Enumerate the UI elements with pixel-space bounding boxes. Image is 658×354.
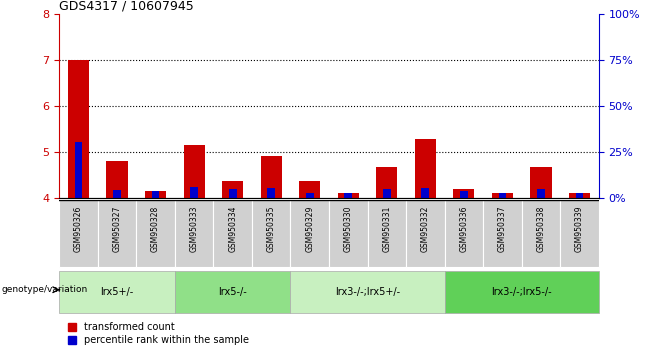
Bar (136, 200, 175, 267)
Bar (344, 193, 352, 198)
Text: GSM950327: GSM950327 (113, 205, 122, 252)
Text: GDS4317 / 10607945: GDS4317 / 10607945 (59, 0, 194, 13)
Bar (190, 187, 198, 198)
Bar (59, 271, 175, 313)
Text: GSM950336: GSM950336 (459, 205, 468, 252)
Text: GSM950332: GSM950332 (421, 205, 430, 252)
Text: GSM950331: GSM950331 (382, 205, 392, 252)
Bar (569, 193, 590, 198)
Bar (383, 189, 391, 198)
Text: GSM950338: GSM950338 (536, 205, 545, 252)
Bar (145, 191, 166, 198)
Bar (175, 271, 290, 313)
Bar (338, 193, 359, 198)
Bar (252, 200, 290, 267)
Bar (522, 200, 560, 267)
Bar (576, 193, 584, 198)
Bar (492, 193, 513, 198)
Bar (213, 200, 252, 267)
Bar (306, 193, 314, 198)
Bar (113, 190, 121, 198)
Bar (460, 191, 468, 198)
Bar (175, 200, 213, 267)
Text: GSM950334: GSM950334 (228, 205, 237, 252)
Bar (290, 271, 445, 313)
Bar (267, 188, 275, 198)
Bar (499, 193, 506, 198)
Bar (74, 142, 82, 198)
Bar (530, 167, 551, 198)
Text: GSM950328: GSM950328 (151, 205, 160, 252)
Bar (537, 189, 545, 198)
Bar (98, 200, 136, 267)
Text: GSM950326: GSM950326 (74, 205, 83, 252)
Bar (368, 200, 406, 267)
Bar (229, 189, 236, 198)
Text: GSM950337: GSM950337 (498, 205, 507, 252)
Bar (329, 200, 368, 267)
Legend: transformed count, percentile rank within the sample: transformed count, percentile rank withi… (64, 319, 253, 349)
Bar (290, 200, 329, 267)
Text: lrx5-/-: lrx5-/- (218, 287, 247, 297)
Bar (152, 191, 159, 198)
Text: GSM950329: GSM950329 (305, 205, 315, 252)
Text: lrx3-/-;lrx5-/-: lrx3-/-;lrx5-/- (492, 287, 552, 297)
Text: GSM950333: GSM950333 (190, 205, 199, 252)
Text: lrx5+/-: lrx5+/- (101, 287, 134, 297)
Bar (445, 200, 483, 267)
Bar (453, 189, 474, 198)
Bar (261, 156, 282, 198)
Bar (560, 200, 599, 267)
Text: GSM950335: GSM950335 (266, 205, 276, 252)
Bar (406, 200, 445, 267)
Bar (107, 160, 128, 198)
Bar (376, 167, 397, 198)
Text: GSM950339: GSM950339 (575, 205, 584, 252)
Bar (68, 60, 89, 198)
Text: lrx3-/-;lrx5+/-: lrx3-/-;lrx5+/- (335, 287, 400, 297)
Bar (415, 139, 436, 198)
Bar (184, 145, 205, 198)
Bar (299, 181, 320, 198)
Bar (422, 188, 429, 198)
Bar (483, 200, 522, 267)
Bar (222, 181, 243, 198)
Bar (59, 200, 98, 267)
Bar (445, 271, 599, 313)
Text: GSM950330: GSM950330 (343, 205, 353, 252)
Text: genotype/variation: genotype/variation (1, 285, 88, 294)
